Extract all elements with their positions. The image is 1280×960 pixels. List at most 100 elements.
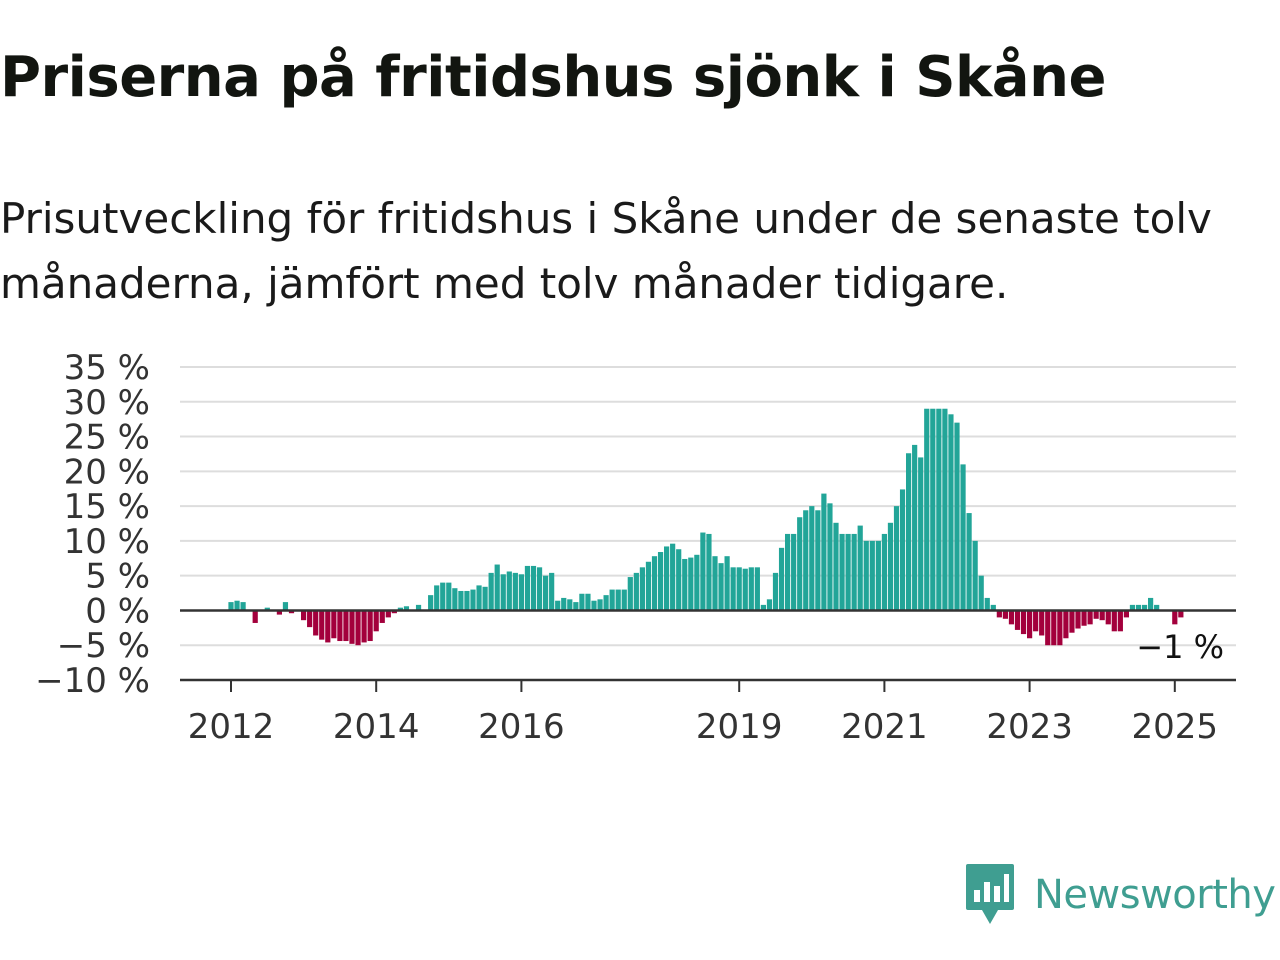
y-tick-label: 5 %: [85, 557, 150, 597]
bar: [325, 610, 331, 643]
bar: [506, 571, 512, 611]
brand-logo: Newsworthy: [964, 860, 1276, 930]
bar: [397, 607, 403, 611]
bar: [440, 582, 446, 611]
bar: [591, 600, 597, 611]
bar: [1141, 604, 1148, 611]
bar: [694, 554, 700, 611]
bar: [585, 593, 591, 611]
y-tick-label: 35 %: [64, 348, 150, 388]
bar: [803, 510, 809, 611]
bar: [446, 582, 452, 611]
bar: [349, 610, 355, 644]
bar: [494, 564, 500, 611]
bar: [615, 589, 621, 611]
bar: [524, 565, 531, 611]
bar: [1111, 610, 1117, 632]
bar: [827, 503, 833, 611]
bar: [500, 574, 506, 611]
bar: [1105, 610, 1111, 625]
bar: [948, 414, 954, 611]
bar: [766, 599, 773, 611]
bar: [875, 540, 881, 611]
bar: [785, 533, 791, 611]
bar: [307, 610, 313, 628]
bar: [573, 602, 579, 611]
bar-chart: 35 %30 %25 %20 %15 %10 %5 %0 %−5 %−10 % …: [35, 348, 1236, 747]
bar: [1057, 610, 1063, 646]
bar: [385, 610, 391, 618]
bar: [1117, 610, 1123, 632]
bar: [1093, 610, 1099, 619]
last-value-label: −1 %: [1136, 628, 1224, 666]
bar: [930, 408, 936, 611]
bar: [434, 585, 440, 611]
x-tick-label: 2012: [188, 707, 275, 747]
bar: [839, 533, 845, 611]
bar: [978, 575, 984, 611]
bar: [893, 506, 900, 611]
bar: [428, 595, 434, 611]
bar: [518, 574, 524, 611]
bar: [754, 567, 760, 611]
bar: [1008, 610, 1015, 625]
bar: [748, 567, 754, 611]
bar: [331, 610, 337, 639]
x-tick-label: 2025: [1132, 707, 1219, 747]
bar: [966, 513, 972, 611]
bar: [1135, 604, 1142, 611]
bar: [772, 572, 779, 611]
bar: [809, 506, 815, 611]
bar: [1154, 604, 1160, 611]
bar: [621, 589, 627, 611]
bar: [597, 599, 603, 611]
bar: [651, 556, 658, 611]
bar: [228, 602, 234, 611]
bar: [627, 577, 633, 611]
bar: [899, 489, 906, 611]
bar: [778, 547, 785, 611]
bar: [1002, 610, 1008, 619]
bar: [791, 533, 797, 611]
y-tick-label: −5 %: [57, 626, 150, 666]
bar: [912, 444, 918, 611]
bar: [942, 408, 948, 611]
x-tick-label: 2019: [696, 707, 783, 747]
bar: [1099, 610, 1105, 621]
bar: [476, 585, 482, 611]
bar: [415, 604, 422, 611]
bar: [984, 597, 990, 611]
bar: [555, 600, 561, 611]
bar: [240, 602, 246, 611]
bar: [234, 600, 240, 611]
bar: [1178, 610, 1184, 618]
bar: [797, 517, 803, 611]
y-tick-label: −10 %: [35, 661, 150, 701]
bar: [512, 572, 518, 611]
bar: [887, 522, 894, 611]
y-tick-label: 10 %: [64, 522, 150, 562]
bar: [276, 610, 282, 615]
bar: [1087, 610, 1093, 625]
bar: [567, 599, 573, 611]
bar: [851, 533, 857, 611]
bar: [1033, 610, 1039, 632]
bar: [301, 610, 307, 621]
bar: [857, 525, 863, 611]
bar: [918, 457, 924, 611]
bar: [603, 595, 609, 611]
bar: [924, 408, 930, 611]
x-tick-label: 2021: [841, 707, 928, 747]
bar: [1129, 604, 1136, 611]
bar: [730, 567, 736, 611]
bar: [373, 610, 379, 632]
bar: [543, 575, 549, 611]
bar: [954, 422, 960, 611]
chart-title: Priserna på fritidshus sjönk i Skåne: [0, 45, 1106, 110]
bar: [682, 558, 688, 611]
bar: [815, 510, 821, 611]
bar: [972, 540, 978, 611]
bar: [1075, 610, 1081, 629]
bar: [470, 589, 476, 611]
bar: [760, 604, 766, 611]
